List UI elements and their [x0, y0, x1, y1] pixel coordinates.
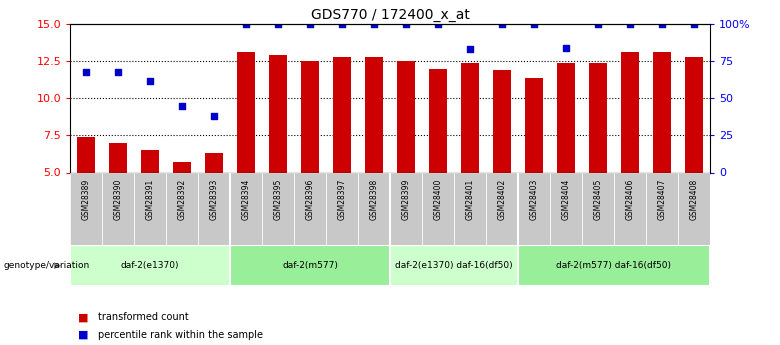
Point: [240, 21, 253, 27]
Point: [207, 114, 221, 119]
Bar: [429, 69, 447, 172]
Text: genotype/variation: genotype/variation: [4, 261, 90, 270]
Bar: [262, 172, 294, 245]
Point: [560, 45, 573, 51]
Text: GSM28392: GSM28392: [178, 178, 186, 219]
Bar: [454, 172, 486, 245]
Bar: [166, 172, 198, 245]
Point: [496, 21, 509, 27]
Bar: [358, 172, 390, 245]
Bar: [141, 150, 159, 172]
Text: GSM28405: GSM28405: [594, 178, 602, 220]
Bar: [589, 63, 607, 172]
Text: GSM28389: GSM28389: [82, 178, 90, 219]
Text: daf-2(e1370): daf-2(e1370): [121, 261, 179, 270]
Point: [592, 21, 604, 27]
Text: GSM28400: GSM28400: [434, 178, 442, 220]
Bar: [109, 143, 127, 172]
Bar: [70, 172, 102, 245]
Text: GSM28406: GSM28406: [626, 178, 634, 220]
Bar: [198, 172, 230, 245]
Bar: [230, 245, 390, 286]
Bar: [678, 172, 710, 245]
Text: GSM28404: GSM28404: [562, 178, 570, 220]
Bar: [550, 172, 582, 245]
Text: GSM28399: GSM28399: [402, 178, 410, 220]
Text: daf-2(m577) daf-16(df50): daf-2(m577) daf-16(df50): [556, 261, 672, 270]
Text: GSM28393: GSM28393: [210, 178, 218, 220]
Text: GSM28408: GSM28408: [690, 178, 698, 219]
Bar: [102, 172, 134, 245]
Text: GSM28394: GSM28394: [242, 178, 250, 220]
Bar: [269, 55, 287, 172]
Point: [368, 21, 381, 27]
Point: [304, 21, 317, 27]
Bar: [230, 172, 262, 245]
Bar: [390, 172, 422, 245]
Bar: [685, 57, 703, 172]
Point: [528, 21, 541, 27]
Bar: [525, 78, 543, 172]
Bar: [294, 172, 326, 245]
Bar: [326, 172, 358, 245]
Text: GSM28397: GSM28397: [338, 178, 346, 220]
Point: [432, 21, 445, 27]
Bar: [621, 52, 639, 172]
Text: ■: ■: [78, 330, 88, 339]
Title: GDS770 / 172400_x_at: GDS770 / 172400_x_at: [310, 8, 470, 22]
Bar: [422, 172, 454, 245]
Point: [624, 21, 636, 27]
Text: GSM28398: GSM28398: [370, 178, 378, 219]
Text: percentile rank within the sample: percentile rank within the sample: [98, 330, 263, 339]
Bar: [173, 162, 191, 172]
Bar: [614, 172, 646, 245]
Text: GSM28390: GSM28390: [114, 178, 122, 220]
Bar: [493, 70, 511, 172]
Text: GSM28391: GSM28391: [146, 178, 154, 219]
Bar: [557, 63, 575, 172]
FancyArrowPatch shape: [55, 263, 60, 268]
Bar: [237, 52, 255, 172]
Bar: [518, 172, 550, 245]
Bar: [134, 172, 166, 245]
Text: GSM28395: GSM28395: [274, 178, 282, 220]
Point: [112, 69, 125, 75]
Bar: [365, 57, 383, 172]
Text: daf-2(m577): daf-2(m577): [282, 261, 338, 270]
Bar: [653, 52, 671, 172]
Text: daf-2(e1370) daf-16(df50): daf-2(e1370) daf-16(df50): [395, 261, 512, 270]
Bar: [646, 172, 678, 245]
Text: GSM28401: GSM28401: [466, 178, 474, 219]
Point: [272, 21, 285, 27]
Point: [656, 21, 668, 27]
Bar: [77, 137, 95, 172]
Bar: [70, 245, 230, 286]
Point: [688, 21, 700, 27]
Point: [144, 78, 156, 83]
Point: [176, 103, 189, 108]
Text: GSM28407: GSM28407: [658, 178, 666, 220]
Text: transformed count: transformed count: [98, 313, 188, 322]
Point: [336, 21, 349, 27]
Bar: [205, 153, 223, 172]
Bar: [518, 245, 710, 286]
Text: ■: ■: [78, 313, 88, 322]
Bar: [333, 57, 351, 172]
Bar: [461, 63, 479, 172]
Point: [400, 21, 413, 27]
Text: GSM28402: GSM28402: [498, 178, 506, 219]
Text: GSM28403: GSM28403: [530, 178, 538, 220]
Text: GSM28396: GSM28396: [306, 178, 314, 220]
Bar: [582, 172, 614, 245]
Point: [463, 47, 476, 52]
Bar: [301, 61, 319, 172]
Bar: [397, 61, 415, 172]
Bar: [486, 172, 518, 245]
Point: [80, 69, 92, 75]
Bar: [390, 245, 518, 286]
